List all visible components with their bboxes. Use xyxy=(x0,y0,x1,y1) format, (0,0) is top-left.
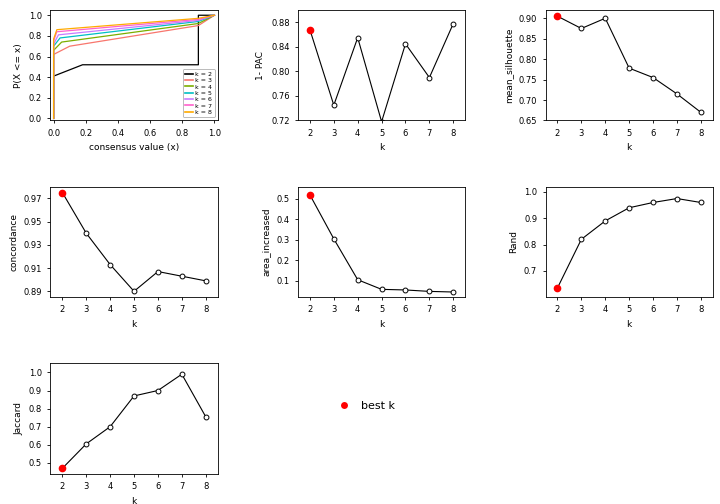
Legend: k = 2, k = 3, k = 4, k = 5, k = 6, k = 7, k = 8: k = 2, k = 3, k = 4, k = 5, k = 6, k = 7… xyxy=(183,69,215,117)
X-axis label: k: k xyxy=(379,143,384,152)
X-axis label: consensus value (x): consensus value (x) xyxy=(89,143,179,152)
Y-axis label: P(X <= x): P(X <= x) xyxy=(14,43,23,88)
X-axis label: k: k xyxy=(132,320,137,329)
X-axis label: k: k xyxy=(132,496,137,504)
Y-axis label: mean_silhouette: mean_silhouette xyxy=(504,28,513,103)
X-axis label: k: k xyxy=(626,143,631,152)
Y-axis label: 1- PAC: 1- PAC xyxy=(256,51,266,80)
X-axis label: k: k xyxy=(379,320,384,329)
Y-axis label: Jaccard: Jaccard xyxy=(14,402,23,435)
Y-axis label: area_increased: area_increased xyxy=(262,208,271,276)
Y-axis label: concordance: concordance xyxy=(9,213,18,271)
Y-axis label: Rand: Rand xyxy=(509,230,518,254)
Legend: best k: best k xyxy=(328,397,400,415)
X-axis label: k: k xyxy=(626,320,631,329)
